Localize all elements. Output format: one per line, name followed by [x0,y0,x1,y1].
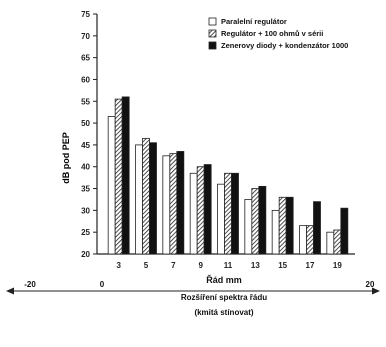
footer-caption-line2: (kmitá stínovat) [194,308,253,317]
y-tick-label: 65 [81,54,90,63]
y-tick-label: 35 [81,185,90,194]
y-tick-label: 30 [81,206,90,215]
bar-hatched-7 [169,153,178,255]
x-ticks: 3 5 7 9 11 13 15 17 19 [116,261,342,270]
y-axis-label-group: dB pod PEP [61,132,71,184]
bar-black-13 [258,185,267,255]
bar-hatched-19 [333,229,342,255]
bar-black-3 [121,96,130,255]
bar-black-19 [340,207,349,255]
x-tick-label: 19 [333,261,342,270]
legend: Paralelní regulátor Regulátor + 100 ohmů … [208,17,348,50]
legend-label: Zenerovy diody + kondenzátor 1000 [221,41,348,50]
legend-swatch-white [208,17,217,26]
bar-black-11 [231,172,239,255]
y-tick-label: 75 [81,10,90,19]
y-tick-label: 70 [81,32,90,41]
bar-black-9 [203,164,212,255]
legend-label: Paralelní regulátor [221,17,287,26]
bar-white-3 [107,116,116,255]
bar-white-15 [271,209,280,255]
bar-black-5 [149,142,157,255]
x-tick-label: 7 [171,261,176,270]
y-tick-label: 20 [81,250,90,259]
footer-mid-label: 0 [100,280,105,289]
bar-white-19 [326,231,335,255]
bar-hatched-13 [251,188,260,255]
y-tick-label: 50 [81,119,90,128]
bar-white-17 [299,225,307,255]
x-tick-label: 3 [116,261,121,270]
footer-left-label: -20 [24,280,36,289]
bar-hatched-3 [114,98,123,255]
x-axis-label: Řád mm [206,274,242,285]
bar-black-17 [313,201,321,255]
y-axis-label: dB pod PEP [61,132,71,184]
bar-black-15 [285,196,294,255]
arrow-left-icon [6,287,14,295]
footer-arrow: -20 0 20 Rozšíření spektra řádu (kmitá s… [6,280,380,317]
legend-swatch-black [208,41,217,50]
bar-hatched-15 [278,196,287,255]
legend-swatch-hatched [208,29,217,38]
bar-black-7 [176,151,185,255]
bar-white-13 [244,199,253,255]
bar-white-7 [162,155,171,255]
y-tick-label: 45 [81,141,90,150]
bar-white-9 [189,172,198,255]
y-tick-label: 60 [81,75,90,84]
bar-hatched-5 [142,137,150,255]
y-tick-label: 25 [81,228,90,237]
bar-hatched-9 [196,166,205,255]
footer-caption-line1: Rozšíření spektra řádu [181,293,267,302]
bars [107,96,349,255]
x-tick-label: 5 [144,261,149,270]
x-tick-label: 17 [306,261,315,270]
y-tick-label: 55 [81,97,90,106]
arrow-right-icon [372,287,380,295]
x-tick-label: 15 [278,261,287,270]
bar-white-5 [135,144,143,255]
legend-label: Regulátor + 100 ohmů v sérii [221,29,323,38]
y-ticks: 20 25 30 35 40 45 50 55 60 65 70 75 [81,10,97,259]
x-tick-label: 11 [224,261,233,270]
x-tick-label: 9 [198,261,203,270]
bar-hatched-17 [306,225,314,255]
y-tick-label: 40 [81,163,90,172]
bar-white-11 [217,183,225,255]
footer-right-label: 20 [366,280,375,289]
bar-hatched-11 [224,172,232,255]
x-tick-label: 13 [251,261,260,270]
